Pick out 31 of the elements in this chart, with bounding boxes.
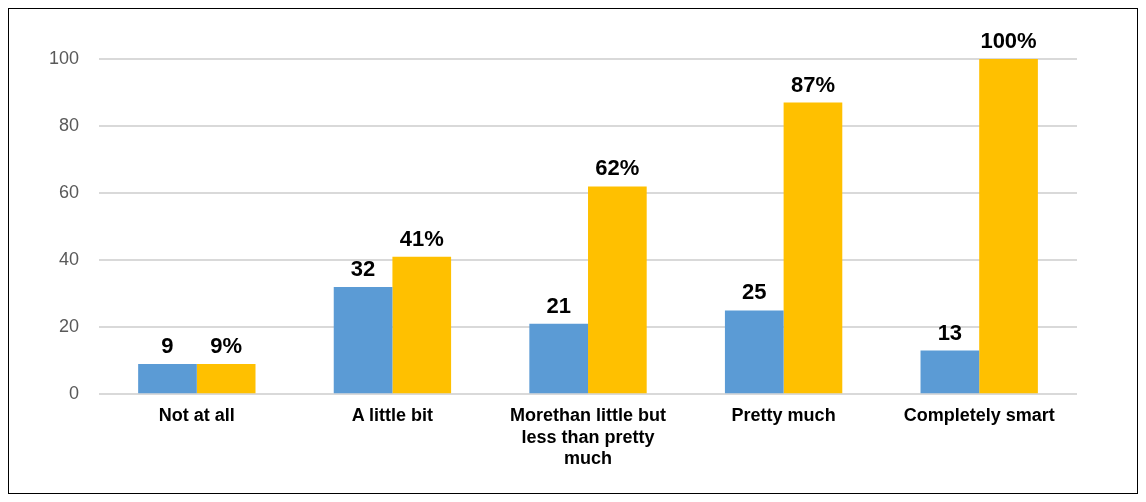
data-label: 100% bbox=[980, 28, 1037, 54]
bar bbox=[333, 286, 393, 394]
data-label: 62% bbox=[595, 155, 640, 181]
bar bbox=[529, 323, 589, 394]
bar bbox=[979, 59, 1038, 394]
data-label: 41% bbox=[399, 225, 444, 251]
bar bbox=[392, 256, 452, 394]
data-label: 87% bbox=[790, 71, 835, 97]
bar bbox=[138, 364, 197, 394]
bar bbox=[724, 310, 784, 394]
data-label: 13 bbox=[937, 319, 963, 345]
x-tick-label: Not at all bbox=[158, 404, 235, 425]
bar bbox=[783, 102, 843, 394]
data-label: 9% bbox=[210, 333, 243, 359]
bar bbox=[196, 364, 256, 394]
x-tick-label: A little bit bbox=[351, 404, 434, 425]
x-tick-label: Pretty much bbox=[731, 404, 836, 425]
y-tick-label: 60 bbox=[59, 182, 80, 203]
data-label: 32 bbox=[350, 256, 376, 281]
y-tick-label: 0 bbox=[69, 383, 80, 404]
y-tick-label: 80 bbox=[59, 115, 80, 136]
bar bbox=[588, 186, 647, 394]
x-tick-label: Morethan little but less than pretty much bbox=[510, 404, 667, 469]
data-label: 25 bbox=[742, 279, 767, 305]
data-label: 21 bbox=[546, 292, 571, 318]
y-tick-label: 40 bbox=[59, 249, 80, 270]
x-tick-label: Completely smart bbox=[903, 404, 1055, 425]
y-tick-label: 100 bbox=[48, 47, 80, 68]
bar bbox=[920, 350, 980, 394]
y-tick-label: 20 bbox=[59, 316, 80, 337]
data-label: 9 bbox=[161, 333, 174, 359]
